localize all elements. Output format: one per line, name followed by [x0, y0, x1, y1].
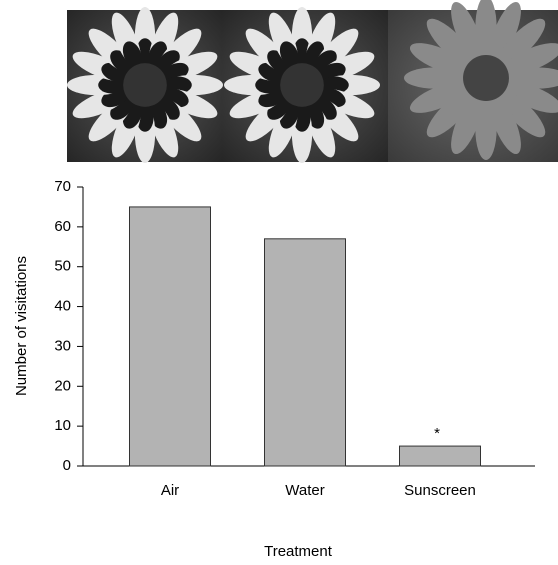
flower-center [280, 63, 324, 107]
y-axis-title: Number of visitations [13, 256, 30, 396]
petal [489, 1, 521, 61]
y-tick-label: 0 [63, 457, 71, 474]
x-tick-label: Water [285, 482, 324, 499]
significance-marker: * [434, 425, 440, 442]
petal [503, 43, 558, 75]
y-tick-label: 40 [54, 298, 71, 315]
petal [489, 95, 521, 155]
petal [451, 1, 483, 61]
flower-photos [67, 0, 558, 163]
petal [426, 18, 474, 66]
x-axis-title: Treatment [264, 543, 333, 560]
bar [264, 238, 346, 467]
petal-base [279, 41, 300, 69]
y-tick-label: 30 [54, 337, 71, 354]
y-tick-label: 70 [54, 178, 71, 195]
petal-base [122, 41, 143, 69]
y-tick-label: 50 [54, 258, 71, 275]
petal [503, 81, 558, 113]
y-tick-label: 20 [54, 377, 71, 394]
y-tick-label: 60 [54, 218, 71, 235]
petal [409, 81, 469, 113]
petal [498, 90, 546, 138]
y-tick-label: 10 [54, 417, 71, 434]
flower-center [123, 63, 167, 107]
x-tick-label: Air [161, 482, 179, 499]
petal [498, 18, 546, 66]
petal [451, 95, 483, 155]
petal [426, 90, 474, 138]
x-tick-label: Sunscreen [404, 482, 476, 499]
bar [399, 445, 481, 467]
petal [409, 43, 469, 75]
bar [129, 206, 211, 467]
flower-center [463, 55, 509, 101]
